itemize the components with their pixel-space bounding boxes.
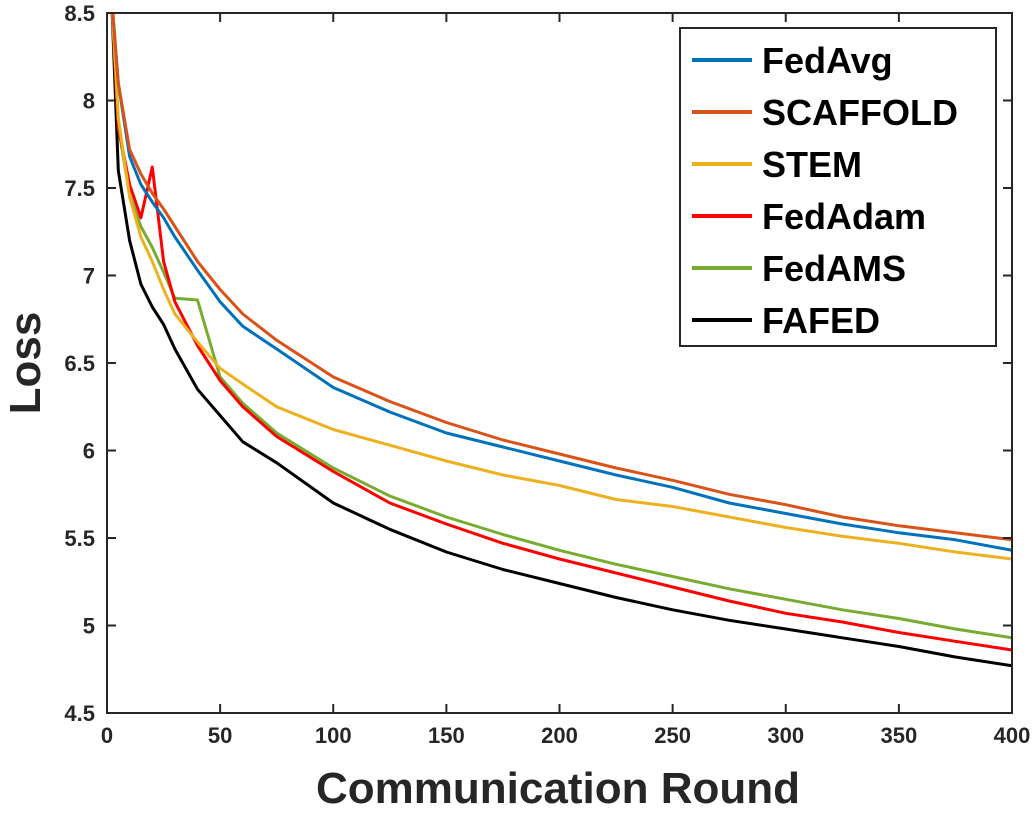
legend-label-stem: STEM bbox=[762, 144, 862, 185]
series-line-fafed bbox=[110, 13, 1012, 668]
series-line-fedavg bbox=[111, 13, 1012, 552]
x-tick-label: 0 bbox=[101, 723, 113, 748]
x-tick-label: 250 bbox=[654, 723, 691, 748]
legend-label-fedadam: FedAdam bbox=[762, 196, 926, 237]
y-tick-label: 7 bbox=[83, 264, 95, 289]
legend-label-fafed: FAFED bbox=[762, 300, 880, 341]
y-tick-label: 4.5 bbox=[64, 701, 95, 726]
y-tick-label: 6.5 bbox=[64, 351, 95, 376]
x-tick-label: 300 bbox=[767, 723, 804, 748]
tick-layer: 0 50 100 150 200 250 300 350 400 4.5 5 5.5 6 6.5 7 7.5 8… bbox=[64, 1, 1030, 748]
y-tick-label: 8.5 bbox=[64, 1, 95, 26]
legend: FedAvg SCAFFOLD STEM FedAdam FedAMS FAFED bbox=[679, 27, 997, 347]
legend-label-fedavg: FedAvg bbox=[762, 40, 893, 81]
legend-label-fedams: FedAMS bbox=[762, 248, 906, 289]
x-axis-title: Communication Round bbox=[316, 764, 800, 813]
x-tick-label: 400 bbox=[994, 723, 1031, 748]
legend-label-scaffold: SCAFFOLD bbox=[762, 92, 958, 133]
y-tick-label: 7.5 bbox=[64, 176, 95, 201]
x-tick-label: 200 bbox=[541, 723, 578, 748]
x-tick-label: 350 bbox=[881, 723, 918, 748]
y-tick-label: 5.5 bbox=[64, 526, 95, 551]
x-tick-label: 50 bbox=[208, 723, 232, 748]
x-tick-label: 150 bbox=[428, 723, 465, 748]
x-tick-label: 100 bbox=[315, 723, 352, 748]
series-line-stem bbox=[110, 13, 1012, 561]
y-axis-title: Loss bbox=[1, 312, 50, 415]
series-line-scaffold bbox=[111, 13, 1012, 542]
y-tick-label: 5 bbox=[83, 614, 95, 639]
series-line-fedadam bbox=[110, 13, 1012, 652]
y-tick-label: 6 bbox=[83, 439, 95, 464]
y-tick-label: 8 bbox=[83, 89, 95, 114]
series-layer bbox=[110, 13, 1012, 668]
series-line-fedams bbox=[110, 13, 1012, 640]
legend-box bbox=[679, 27, 997, 347]
